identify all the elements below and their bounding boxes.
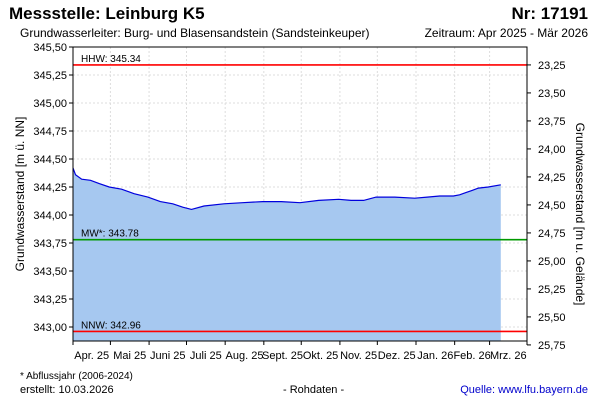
groundwater-area [73,168,501,341]
y2-tick-label: 24,00 [538,144,566,156]
y-tick-label: 343,25 [33,294,67,306]
x-tick-label: Nov. 25 [340,350,377,362]
y-tick-label: 345,25 [33,70,67,82]
x-tick-label: Apr. 25 [74,350,109,362]
y-tick-label: 345,50 [33,42,67,54]
created-date: erstellt: 10.03.2026 [20,384,114,396]
y2-tick-label: 24,25 [538,172,566,184]
raw-data-note: - Rohdaten - [283,384,345,396]
aquifer-label: Grundwasserleiter: Burg- und Blasensands… [20,26,370,40]
station-number: Nr: 17191 [511,4,588,23]
reference-lines: HHW: 345.34 MW*: 343.78 NNW: 342.96 [73,54,527,333]
y-axis-label-right: Grundwasserstand [m u. Gelände] [573,123,587,306]
y2-tick-label: 23,50 [538,88,566,100]
y-tick-label: 344,50 [33,154,67,166]
y2-tick-label: 24,50 [538,200,566,212]
source-link[interactable]: Quelle: www.lfu.bayern.de [460,384,588,396]
y2-tick-label: 23,25 [538,60,566,72]
reference-label: HHW: 345.34 [81,54,141,65]
y2-tick-label: 23,75 [538,116,566,128]
groundwater-series-line [72,167,501,211]
y-tick-label: 344,25 [33,182,67,194]
y2-tick-label: 25,00 [538,256,566,268]
x-tick-label: Jan. 26 [417,350,453,362]
x-tick-label: Mrz. 26 [490,350,527,362]
x-tick-label: Juli 25 [190,350,222,362]
y-tick-label: 343,75 [33,238,67,250]
x-axis: Apr. 25 Mai 25 Juni 25 Juli 25 Aug. 25Sept. … [72,341,528,362]
x-tick-label: Aug. 25 [226,350,264,362]
x-tick-label: Mai 25 [113,350,146,362]
reference-label: MW*: 343.78 [81,229,139,240]
footnote: * Abflussjahr (2006-2024) [20,371,133,382]
y-tick-label: 344,00 [33,210,67,222]
x-tick-label: Dez. 25 [378,350,416,362]
y-tick-label: 344,75 [33,126,67,138]
x-tick-label: Okt. 25 [303,350,338,362]
reference-label: NNW: 342.96 [81,320,141,331]
y-tick-label: 343,00 [33,322,67,334]
y-axis-label-left: Grundwasserstand [m ü. NN] [13,117,27,272]
y2-tick-label: 25,50 [538,312,566,324]
x-tick-label: Feb. 26 [453,350,490,362]
x-tick-label: Sept. 25 [262,350,303,362]
plot-frame [72,46,528,342]
y-axis-right: 23,25 23,50 23,75 24,00 24,25 24,50 24,75 25,00… [527,60,566,352]
y2-tick-label: 24,75 [538,228,566,240]
period-label: Zeitraum: Apr 2025 - Mär 2026 [424,26,588,40]
y2-tick-label: 25,25 [538,284,566,296]
page-title: Messstelle: Leinburg K5 [9,4,205,23]
x-tick-label: Juni 25 [150,350,185,362]
y-tick-label: 345,00 [33,98,67,110]
y2-tick-label: 25,75 [538,340,566,352]
y-axis-left: 345,50 345,25 345,00 344,75 344,50 344,25 344,… [33,42,73,334]
y-tick-label: 343,50 [33,266,67,278]
